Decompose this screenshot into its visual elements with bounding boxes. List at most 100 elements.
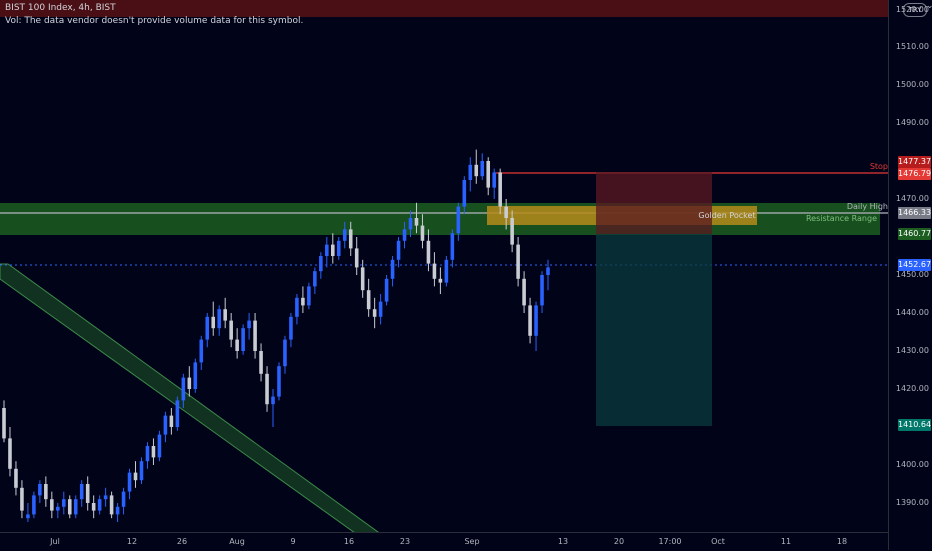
candle-body xyxy=(277,366,281,397)
candle-body xyxy=(38,484,42,496)
candle-body xyxy=(289,316,293,340)
candle-body xyxy=(56,506,60,511)
candle-body xyxy=(97,499,102,511)
candle-body xyxy=(175,400,180,427)
candle-body xyxy=(145,446,150,462)
price-tick: 1500.00 xyxy=(895,80,929,89)
candle-body xyxy=(325,244,329,256)
candle-body xyxy=(414,218,419,226)
golden-pocket-label: Golden Pocket xyxy=(698,211,755,220)
stop-label: Stop xyxy=(870,162,888,171)
candle-body xyxy=(528,305,532,336)
candle-body xyxy=(139,461,144,481)
resistance-price-tag: 1460.77 xyxy=(898,228,932,240)
stop-price-tag: 1477.37 xyxy=(898,156,932,168)
candle-body xyxy=(342,229,347,241)
price-tick: 1490.00 xyxy=(895,118,929,127)
candle-body xyxy=(534,305,538,336)
resistance-range-label: Resistance Range xyxy=(806,214,877,223)
time-axis[interactable]: Jul 12 26 Aug 9 16 23 Sep 13 20 17:00 Oc… xyxy=(0,532,888,551)
price-tick: 1400.00 xyxy=(895,460,929,469)
time-tick: 20 xyxy=(613,537,625,546)
candle-body xyxy=(241,328,245,351)
candle-body xyxy=(8,438,12,469)
candle-body xyxy=(313,271,317,287)
candle-body xyxy=(480,161,485,177)
candle-body xyxy=(462,180,467,207)
candle-body xyxy=(283,339,287,367)
stop-box xyxy=(596,172,712,234)
currency-badge[interactable]: TRY xyxy=(903,3,927,17)
volume-note: Vol: The data vendor doesn't provide vol… xyxy=(5,16,304,26)
candle-body xyxy=(438,278,443,283)
candle-body xyxy=(522,278,526,306)
price-tick: 1510.00 xyxy=(895,42,929,51)
time-tick: 17:00 xyxy=(658,537,682,546)
candle-body xyxy=(229,320,233,340)
daily-high-label: Daily High xyxy=(847,202,888,211)
candle-body xyxy=(354,248,359,268)
candle-body xyxy=(540,275,544,306)
candle-body xyxy=(247,320,251,329)
candle-body xyxy=(307,286,311,306)
candle-body xyxy=(498,172,502,207)
candle-body xyxy=(151,446,156,458)
target-price-tag: 1410.64 xyxy=(898,419,932,431)
time-tick: 13 xyxy=(557,537,569,546)
last-price-tag: 1452.67 xyxy=(898,259,932,271)
price-tick: 1520.00 xyxy=(895,5,929,14)
candle-body xyxy=(348,229,353,249)
candle-body xyxy=(169,415,174,427)
candle-body xyxy=(444,259,449,283)
candle-body xyxy=(26,514,30,519)
candle-body xyxy=(319,256,323,272)
candle-body xyxy=(253,320,257,351)
candle-body xyxy=(223,309,227,321)
candle-body xyxy=(20,487,24,511)
price-tick: 1470.00 xyxy=(895,194,929,203)
chevron-down-icon[interactable]: ⌄ xyxy=(926,1,932,11)
candle-body xyxy=(265,373,269,405)
chart-pane[interactable]: Stop Daily High Golden Pocket Resistance… xyxy=(0,0,888,532)
time-tick: 23 xyxy=(399,537,411,546)
candle-body xyxy=(109,495,114,515)
candle-body xyxy=(396,240,401,260)
price-tick: 1450.00 xyxy=(895,270,929,279)
candle-body xyxy=(504,206,508,218)
candle-body xyxy=(360,267,365,291)
candle-body xyxy=(79,484,84,500)
time-tick: 16 xyxy=(343,537,355,546)
price-tick: 1420.00 xyxy=(895,384,929,393)
candle-body xyxy=(330,244,335,256)
candle-body xyxy=(301,297,305,306)
candle-body xyxy=(390,259,395,279)
candle-body xyxy=(420,225,425,241)
price-axis[interactable]: TRY ⌄ 1520.00 1510.00 1500.00 1490.00 14… xyxy=(888,0,932,550)
candle-body xyxy=(121,491,126,507)
candle-body xyxy=(61,499,66,507)
candle-body xyxy=(492,172,496,188)
chart-canvas[interactable]: Stop Daily High Golden Pocket Resistance… xyxy=(0,0,888,532)
time-tick: 9 xyxy=(290,537,296,546)
candle-body xyxy=(32,495,36,515)
candle-body xyxy=(486,161,491,188)
candle-body xyxy=(408,218,413,230)
candle-body xyxy=(456,206,461,234)
time-tick: 12 xyxy=(126,537,138,546)
descending-channel xyxy=(0,263,379,532)
candle-body xyxy=(384,278,389,302)
candle-body xyxy=(366,290,371,310)
candle-body xyxy=(259,351,263,374)
candles-group xyxy=(2,149,550,522)
candle-body xyxy=(2,408,6,439)
price-tick: 1390.00 xyxy=(895,498,929,507)
time-tick: Jul xyxy=(50,537,60,546)
candle-body xyxy=(432,263,437,279)
candle-body xyxy=(336,240,341,256)
candle-body xyxy=(211,316,216,329)
candle-body xyxy=(14,468,18,488)
candle-body xyxy=(426,240,431,264)
candle-body xyxy=(91,503,96,511)
symbol-legend[interactable]: BIST 100 Index, 4h, BIST xyxy=(5,3,116,13)
candle-body xyxy=(193,362,198,389)
